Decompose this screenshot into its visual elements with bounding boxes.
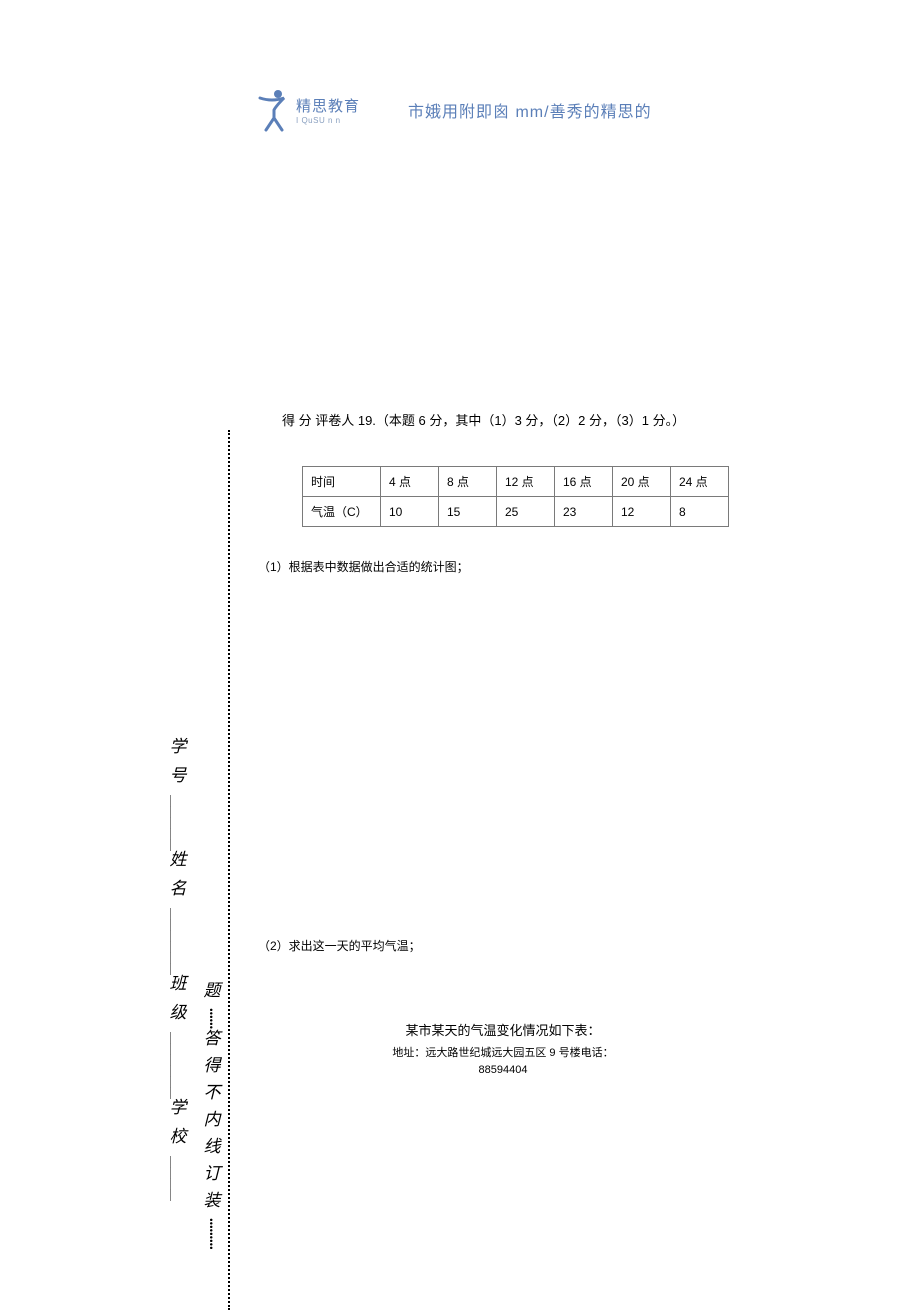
- footer-address-text: 地址：远大路世纪城远大园五区 9 号楼电话：: [392, 1047, 613, 1059]
- table-cell: 25: [497, 497, 555, 527]
- table-cell: 4 点: [381, 467, 439, 497]
- dots: •••••••••: [205, 1218, 216, 1250]
- underline: ＿＿＿＿＿: [170, 795, 182, 850]
- binding-name: 姓名: [164, 850, 189, 908]
- binding-school: 学校: [164, 1098, 189, 1156]
- binding-id: 学号: [164, 737, 189, 795]
- table-cell: 20 点: [613, 467, 671, 497]
- row-label: 气温（C）: [303, 497, 381, 527]
- binding-fold: 线: [198, 1137, 223, 1164]
- temperature-table: 时间 4 点 8 点 12 点 16 点 20 点 24 点 气温（C） 10 …: [302, 466, 729, 527]
- logo-icon: [256, 88, 290, 132]
- binding-info-column: 学号 ＿＿＿＿＿ 姓名 ＿＿＿＿＿＿ 班级 ＿＿＿＿＿＿ 学校 ＿＿＿＿: [162, 430, 190, 1200]
- binding-question: 题: [198, 981, 223, 1008]
- dotted-binding-line: [228, 430, 230, 1310]
- binding-inside: 内: [198, 1110, 223, 1137]
- binding-seal-column: 题 •••••• 答 得 不 内 线 订 装 •••••••••: [196, 430, 224, 1250]
- binding-seal: 装: [198, 1191, 223, 1218]
- binding-answer: 答: [198, 1029, 223, 1056]
- header-title: 市娥用附即囪 mm/善秀的精思的: [408, 98, 652, 122]
- table-cell: 15: [439, 497, 497, 527]
- logo-text: 精思教育: [296, 95, 360, 116]
- sub-question-2: （2）求出这一天的平均气温；: [258, 937, 421, 954]
- table-cell: 12: [613, 497, 671, 527]
- table-cell: 10: [381, 497, 439, 527]
- table-cell: 12 点: [497, 467, 555, 497]
- sub-question-1: （1）根据表中数据做出合适的统计图；: [258, 558, 469, 575]
- underline: ＿＿＿＿: [168, 1156, 185, 1200]
- footer-block: 某市某天的气温变化情况如下表： 地址：远大路世纪城远大园五区 9 号楼电话： 8…: [258, 1020, 748, 1078]
- logo-subtext: I QuSU n n: [296, 116, 360, 125]
- table-cell: 8: [671, 497, 729, 527]
- dots: ••••••: [205, 1008, 216, 1029]
- footer-title: 某市某天的气温变化情况如下表：: [258, 1020, 748, 1039]
- binding-allowed: 得: [198, 1056, 223, 1083]
- table-cell: 24 点: [671, 467, 729, 497]
- footer-phone: 88594404: [479, 1064, 528, 1076]
- binding-not: 不: [198, 1083, 223, 1110]
- table-row: 气温（C） 10 15 25 23 12 8: [303, 497, 729, 527]
- table-cell: 16 点: [555, 467, 613, 497]
- underline: ＿＿＿＿＿＿: [168, 1032, 185, 1098]
- footer-address: 地址：远大路世纪城远大园五区 9 号楼电话： 88594404: [258, 1045, 748, 1078]
- table-cell: 8 点: [439, 467, 497, 497]
- question-header: 得 分 评卷人 19.（本题 6 分，其中（1）3 分，（2）2 分，（3）1 …: [282, 410, 685, 429]
- logo-section: 精思教育 I QuSU n n: [256, 88, 360, 132]
- row-label: 时间: [303, 467, 381, 497]
- underline: ＿＿＿＿＿＿: [168, 908, 185, 974]
- binding-class: 班级: [164, 974, 189, 1032]
- table-row: 时间 4 点 8 点 12 点 16 点 20 点 24 点: [303, 467, 729, 497]
- table-cell: 23: [555, 497, 613, 527]
- binding-line: 订: [198, 1164, 223, 1191]
